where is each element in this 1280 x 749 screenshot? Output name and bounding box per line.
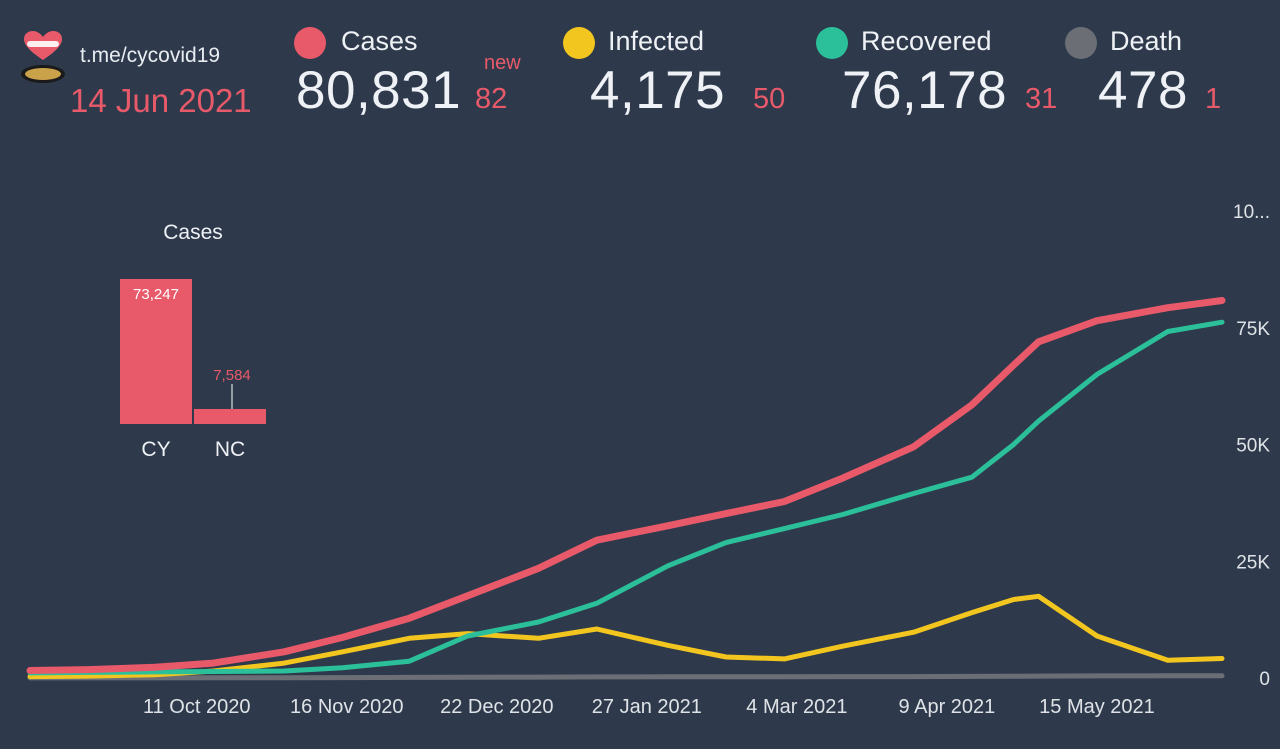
infected-value: 4,175	[590, 61, 726, 120]
recovered-value: 76,178	[842, 61, 1008, 120]
x-tick-label: 11 Oct 2020	[143, 696, 250, 718]
cases-label: Cases	[341, 26, 418, 56]
bar-category-label: CY	[141, 438, 170, 461]
x-tick-label: 16 Nov 2020	[290, 696, 403, 718]
death-label: Death	[1110, 26, 1183, 56]
y-tick-label: 50K	[1236, 436, 1270, 457]
recovered-label: Recovered	[861, 26, 992, 56]
bar-chart-title: Cases	[163, 221, 223, 244]
heart-logo-icon	[21, 31, 65, 83]
death-new: 1	[1205, 83, 1222, 115]
recovered-new: 31	[1025, 83, 1058, 115]
death-legend-dot	[1065, 27, 1097, 59]
y-tick-label: 10...	[1233, 202, 1270, 223]
cases-new: 82	[475, 83, 508, 115]
bar-category-label: NC	[215, 438, 245, 461]
death-value: 478	[1098, 61, 1188, 120]
x-tick-label: 22 Dec 2020	[440, 696, 553, 718]
series-line-infected	[27, 593, 1225, 680]
x-tick-label: 15 May 2021	[1039, 696, 1155, 718]
series-line-cases	[26, 297, 1226, 674]
series-line-death	[27, 673, 1225, 681]
channel-link[interactable]: t.me/cycovid19	[80, 44, 221, 67]
x-tick-label: 4 Mar 2021	[746, 696, 847, 718]
app-logo	[18, 30, 68, 86]
bar-cy	[120, 279, 192, 424]
timeline-chart: 0 25K 50K 75K 10... 11 Oct 2020 16 Nov 2020 22 …	[26, 202, 1270, 718]
y-tick-label: 25K	[1236, 552, 1270, 573]
bar-value-label: 7,584	[213, 367, 251, 384]
infected-legend-dot	[563, 27, 595, 59]
bar-nc	[194, 408, 266, 424]
infected-new: 50	[753, 83, 786, 115]
y-tick-label: 0	[1259, 669, 1270, 690]
report-date: 14 Jun 2021	[70, 82, 252, 119]
infected-label: Infected	[608, 26, 705, 56]
bar-value-label: 73,247	[133, 286, 179, 303]
recovered-legend-dot	[816, 27, 848, 59]
x-tick-label: 9 Apr 2021	[899, 696, 996, 718]
new-label: new	[484, 52, 521, 74]
cases-value: 80,831	[296, 61, 462, 120]
cases-by-region-chart: Cases CY 73,247 NC 7,584	[120, 221, 266, 461]
series-line-recovered	[27, 319, 1225, 676]
x-tick-label: 27 Jan 2021	[592, 696, 702, 718]
cases-legend-dot	[294, 27, 326, 59]
y-tick-label: 75K	[1236, 319, 1270, 340]
